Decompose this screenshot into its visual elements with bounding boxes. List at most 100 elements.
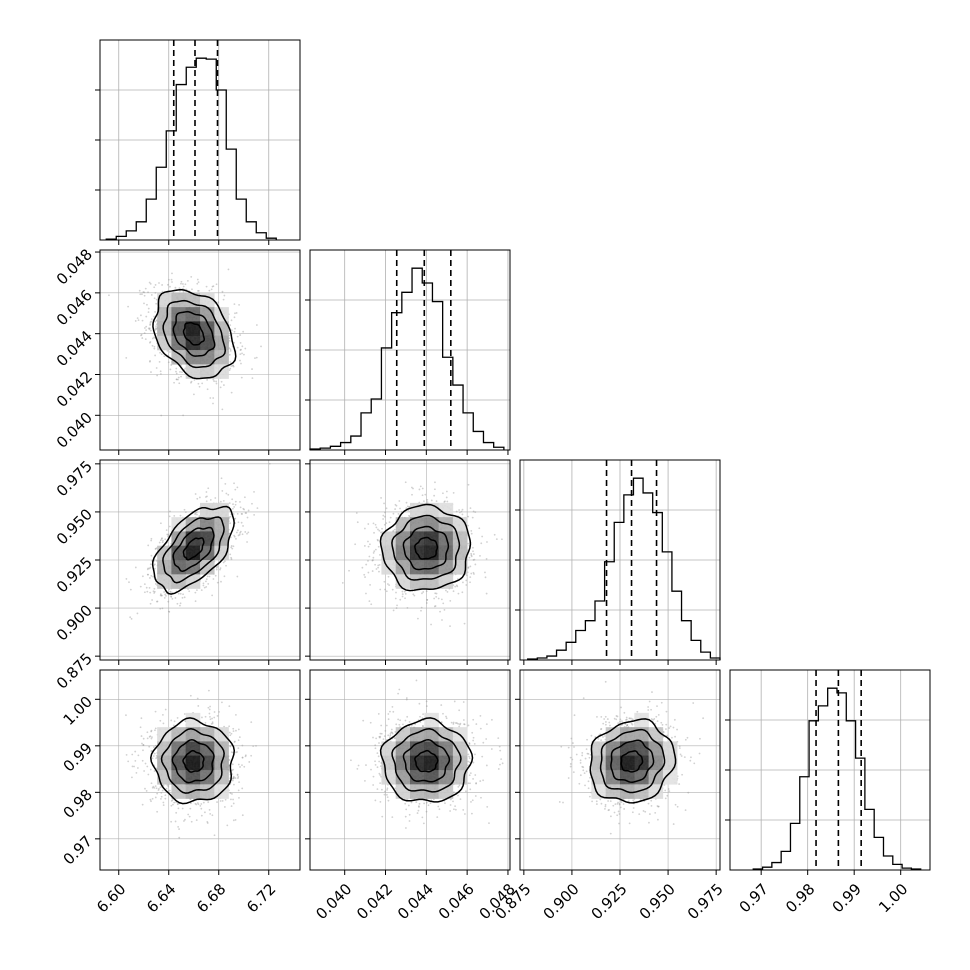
scatter-point (213, 711, 216, 713)
scatter-point (238, 736, 241, 739)
scatter-point (181, 371, 183, 374)
scatter-point (149, 566, 152, 569)
scatter-point (155, 319, 158, 322)
scatter-point (163, 596, 166, 599)
scatter-point (231, 547, 234, 550)
scatter-point (460, 510, 463, 513)
scatter-point (169, 368, 172, 371)
scatter-point (461, 591, 464, 594)
scatter-point (412, 487, 414, 490)
scatter-point (195, 819, 198, 822)
scatter-point (244, 755, 247, 758)
scatter-point (140, 333, 143, 336)
scatter-point (147, 567, 150, 570)
scatter-point (230, 556, 233, 559)
scatter-point (217, 301, 220, 304)
scatter-point (220, 580, 222, 583)
scatter-point (150, 320, 153, 323)
scatter-point (156, 600, 159, 603)
scatter-point (171, 597, 174, 600)
contour-line (162, 299, 227, 369)
scatter-point (212, 402, 214, 405)
scatter-point (435, 592, 438, 595)
scatter-point (184, 283, 187, 286)
scatter-point (165, 594, 167, 597)
contour-line (182, 537, 205, 561)
scatter-point (405, 501, 408, 504)
contour-line (182, 321, 206, 346)
hist-panel-1 (305, 249, 511, 451)
scatter-point (232, 364, 235, 367)
scatter-point (180, 282, 182, 285)
scatter-point (227, 493, 230, 496)
scatter-point (169, 591, 172, 593)
density-cell (424, 517, 439, 532)
scatter-point (377, 528, 379, 531)
scatter-point (208, 575, 211, 578)
scatter-point (241, 764, 243, 767)
scatter-point (241, 756, 244, 759)
scatter-point (206, 388, 209, 391)
scatter-point (206, 495, 208, 498)
scatter-point (143, 294, 146, 297)
scatter-point (247, 509, 250, 512)
scatter-point (367, 545, 370, 548)
scatter-point (149, 591, 152, 594)
scatter-point (137, 754, 140, 757)
panel-frame (729, 669, 931, 871)
scatter-point (205, 500, 208, 503)
contour-line (172, 310, 216, 357)
scatter-point (379, 588, 382, 591)
scatter-point (231, 763, 234, 766)
scatter-point (148, 567, 151, 570)
scatter-point (422, 591, 425, 593)
scatter-point (216, 565, 219, 568)
scatter-point (371, 570, 374, 572)
scatter-point (149, 341, 151, 344)
scatter-point (356, 521, 359, 524)
scatter-point (153, 297, 156, 300)
scatter-point (371, 559, 374, 562)
scatter-point (364, 576, 366, 578)
scatter-point (230, 391, 233, 394)
scatter-point (170, 278, 173, 281)
scatter-point (232, 802, 235, 805)
scatter-point (149, 359, 151, 362)
scatter-point (376, 538, 379, 541)
scatter-point (232, 365, 235, 368)
scatter-point (178, 287, 181, 290)
scatter-point (234, 312, 236, 315)
scatter-point (161, 607, 164, 610)
scatter-point (139, 585, 142, 588)
scatter-point (145, 325, 148, 328)
scatter-point (167, 361, 170, 364)
scatter-point (232, 513, 235, 515)
scatter-point (209, 715, 211, 718)
scatter-point (233, 303, 236, 306)
scatter-point (139, 726, 142, 729)
scatter-point (365, 592, 367, 595)
scatter-point (229, 361, 232, 363)
scatter-point (474, 563, 477, 566)
scatter-point (166, 283, 169, 286)
scatter-point (207, 583, 210, 585)
scatter-point (245, 512, 248, 514)
scatter-point (470, 572, 473, 575)
scatter-point (221, 490, 224, 492)
scatter-point (179, 602, 182, 605)
scatter-point (153, 315, 155, 318)
scatter-point (154, 354, 157, 357)
scatter-point (129, 616, 132, 619)
scatter-point (404, 597, 406, 600)
scatter-point (151, 337, 154, 340)
scatter-point (439, 610, 441, 613)
scatter-point (235, 729, 237, 732)
scatter-point (168, 588, 171, 591)
scatter-point (150, 750, 153, 753)
scatter-point (140, 717, 143, 720)
scatter-point (182, 285, 185, 288)
scatter-point (244, 347, 247, 350)
scatter-point (381, 527, 383, 530)
scatter-point (222, 561, 225, 564)
scatter-point (234, 503, 237, 506)
